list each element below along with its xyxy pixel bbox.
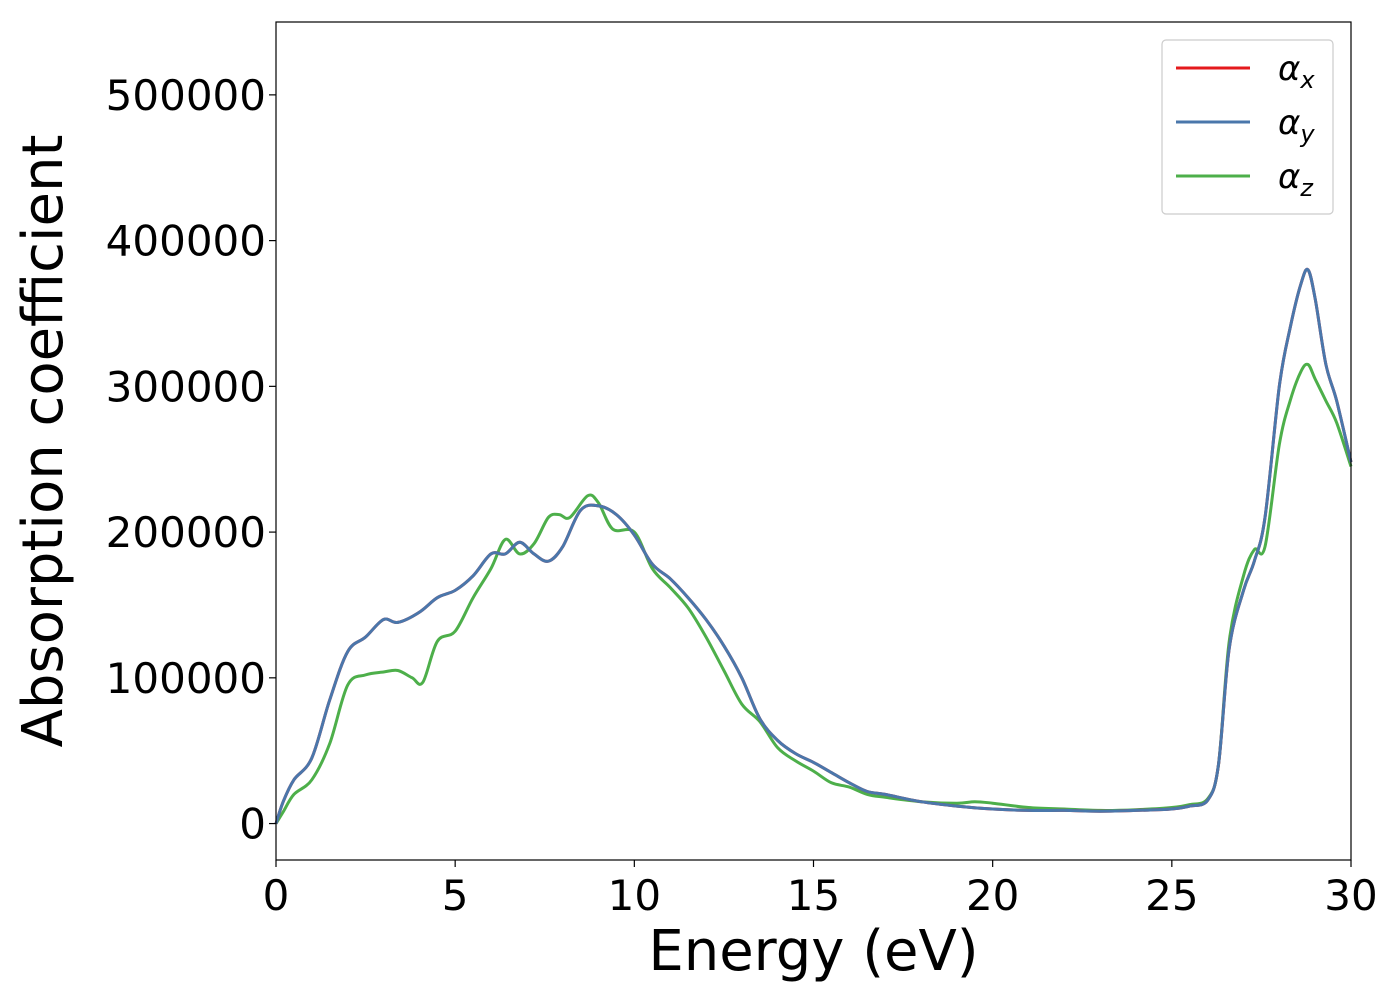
x-tick-label: 20	[966, 871, 1019, 920]
legend-label-z: αz	[1278, 157, 1314, 202]
tick-layer: 0 5 10 15 20 25 30 0 100000 200000 300000 400000 500…	[106, 71, 1378, 920]
y-tick-label: 400000	[106, 217, 266, 266]
series-line-z	[274, 362, 1353, 825]
x-tick-label: 10	[608, 871, 661, 920]
series-line-y	[274, 267, 1353, 825]
y-tick-label: 500000	[106, 71, 266, 120]
y-tick-label: 0	[239, 800, 266, 849]
y-tick-label: 300000	[106, 362, 266, 411]
legend-box	[1161, 39, 1334, 215]
y-tick-label: 200000	[106, 508, 266, 557]
y-axis-title: Absorption coefficient	[11, 135, 76, 748]
x-tick-label: 15	[787, 871, 840, 920]
x-tick-label: 25	[1145, 871, 1198, 920]
x-tick-label: 5	[442, 871, 469, 920]
x-tick-label: 0	[263, 871, 290, 920]
x-axis-title: Energy (eV)	[648, 919, 978, 984]
legend-label-x: αx	[1278, 49, 1315, 94]
y-tick-label: 100000	[106, 654, 266, 703]
x-tick-label: 30	[1324, 871, 1377, 920]
legend: αx αy αz	[1161, 39, 1334, 215]
series-layer	[274, 267, 1353, 825]
legend-label-y: αy	[1278, 103, 1315, 148]
